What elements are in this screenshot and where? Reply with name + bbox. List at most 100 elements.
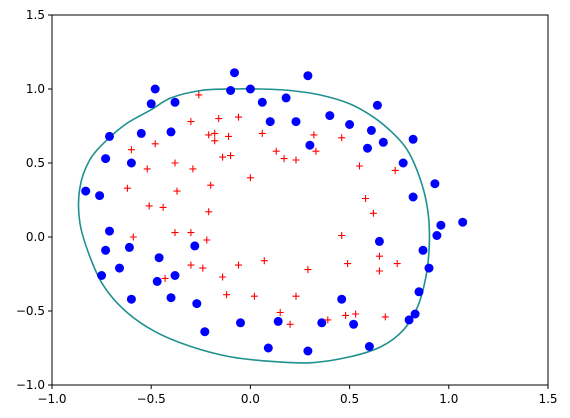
data-point-circle xyxy=(105,131,114,141)
data-point-plus xyxy=(173,187,181,195)
data-point-plus xyxy=(143,165,151,173)
data-point-plus xyxy=(362,195,369,202)
data-point-circle xyxy=(305,140,315,150)
data-point-plus xyxy=(338,232,346,239)
data-point-plus xyxy=(199,264,207,272)
data-point-circle xyxy=(126,294,136,304)
data-point-plus xyxy=(187,261,195,269)
data-point-circle xyxy=(95,191,105,201)
data-point-plus xyxy=(344,260,352,268)
y-axis-ticks: −1.0 −0.5 0.0 0.5 1.0 1.5 xyxy=(16,8,52,392)
data-point-circle xyxy=(170,97,180,107)
y-tick-label: −1.0 xyxy=(16,378,45,392)
data-point-plus xyxy=(369,209,377,217)
x-tick-label: −0.5 xyxy=(137,392,166,406)
data-point-circle xyxy=(170,271,180,280)
data-point-circle xyxy=(345,120,355,129)
data-point-circle xyxy=(101,245,111,255)
data-point-circle xyxy=(226,86,236,95)
data-point-circle xyxy=(152,276,162,286)
data-point-plus xyxy=(312,147,320,155)
data-point-circle xyxy=(154,253,164,263)
data-point-plus xyxy=(127,146,135,154)
data-point-circle xyxy=(190,241,200,251)
y-tick-label: 0.0 xyxy=(26,230,45,244)
plot-frame xyxy=(51,14,549,386)
data-point-plus xyxy=(129,233,137,241)
data-point-plus xyxy=(280,155,288,163)
data-point-circle xyxy=(291,117,301,127)
data-point-circle xyxy=(200,327,210,337)
data-point-circle xyxy=(236,318,245,328)
plot-area xyxy=(52,15,548,385)
data-point-plus xyxy=(223,291,231,299)
data-point-plus xyxy=(276,309,284,316)
data-point-circle xyxy=(349,319,359,329)
data-point-plus xyxy=(203,236,211,244)
data-point-plus xyxy=(195,91,203,99)
data-point-plus xyxy=(292,292,300,300)
data-point-circle xyxy=(430,179,440,189)
data-point-circle xyxy=(408,134,418,144)
data-point-plus xyxy=(286,320,294,328)
x-tick-label: 1.5 xyxy=(538,392,557,406)
data-point-circle xyxy=(245,84,255,94)
data-point-plus xyxy=(258,129,266,137)
data-point-plus xyxy=(151,140,159,148)
data-point-plus xyxy=(391,166,399,174)
data-point-circle xyxy=(408,192,418,202)
data-point-plus xyxy=(215,115,223,123)
data-point-plus xyxy=(161,274,169,282)
data-point-circle xyxy=(257,97,267,107)
data-point-circle xyxy=(414,287,424,297)
data-point-circle xyxy=(101,154,111,164)
data-point-circle xyxy=(364,342,374,351)
data-point-plus xyxy=(304,266,312,274)
data-point-plus xyxy=(246,174,254,182)
data-point-circle xyxy=(265,117,275,127)
data-point-circle xyxy=(105,226,114,236)
data-point-plus xyxy=(211,137,219,145)
data-point-plus xyxy=(310,131,318,139)
data-point-plus xyxy=(123,184,131,192)
data-point-circle xyxy=(418,245,428,255)
data-point-plus xyxy=(393,260,401,268)
data-point-circle xyxy=(273,316,283,326)
data-point-plus xyxy=(171,159,179,167)
data-point-circle xyxy=(398,158,408,168)
data-point-plus xyxy=(227,152,235,160)
data-point-plus xyxy=(272,147,280,155)
data-point-circle xyxy=(436,220,446,230)
y-tick-label: 0.5 xyxy=(26,156,45,170)
data-point-plus xyxy=(352,310,360,318)
data-point-plus xyxy=(381,313,389,321)
data-point-circle xyxy=(115,263,124,273)
data-point-plus xyxy=(235,113,242,121)
data-point-plus xyxy=(292,156,300,164)
data-point-plus xyxy=(250,292,258,300)
data-point-circle xyxy=(410,309,420,319)
data-point-plus xyxy=(324,316,332,324)
y-tick-label: 1.0 xyxy=(26,82,45,96)
data-point-circle xyxy=(230,68,239,78)
data-point-circle xyxy=(150,84,160,94)
data-point-plus xyxy=(219,273,227,281)
data-point-circle xyxy=(146,99,156,109)
x-axis-ticks: −1.0 −0.5 0.0 0.5 1.0 1.5 xyxy=(37,385,558,406)
data-point-plus xyxy=(159,203,167,211)
x-tick-label: 1.0 xyxy=(439,392,458,406)
data-point-circle xyxy=(281,93,291,103)
data-point-plus xyxy=(260,257,268,265)
data-point-circle xyxy=(303,71,313,81)
data-point-circle xyxy=(81,186,91,196)
data-point-plus xyxy=(225,132,233,140)
data-point-circle xyxy=(97,271,107,280)
data-point-plus xyxy=(338,134,346,142)
data-points-layer xyxy=(81,68,468,356)
data-point-circle xyxy=(124,242,134,252)
data-point-plus xyxy=(356,162,363,170)
data-point-plus xyxy=(375,252,383,260)
data-point-circle xyxy=(192,299,202,309)
data-point-circle xyxy=(166,127,176,137)
